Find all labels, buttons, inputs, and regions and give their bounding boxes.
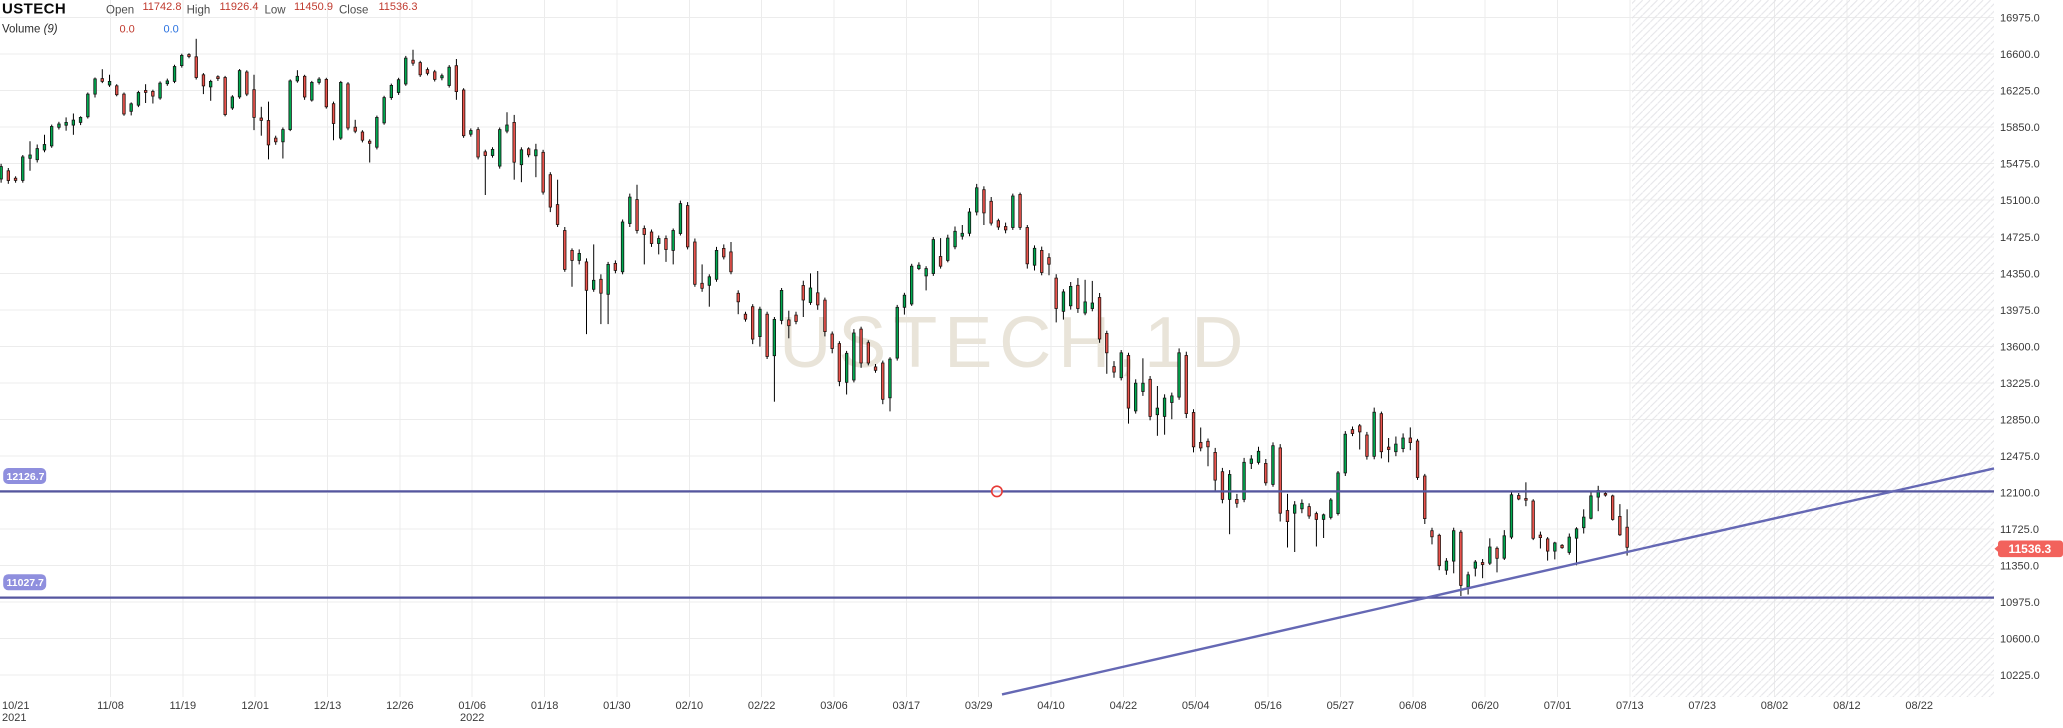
svg-text:07/23: 07/23	[1688, 700, 1716, 712]
svg-text:11725.0: 11725.0	[2000, 524, 2039, 536]
svg-text:12/26: 12/26	[386, 700, 414, 712]
svg-text:05/27: 05/27	[1327, 700, 1355, 712]
svg-text:01/06: 01/06	[458, 700, 486, 712]
svg-text:Low: Low	[265, 5, 287, 17]
svg-text:0.0: 0.0	[164, 24, 179, 36]
svg-text:10225.0: 10225.0	[2000, 670, 2040, 682]
svg-text:10/21: 10/21	[2, 700, 30, 712]
svg-text:02/22: 02/22	[748, 700, 776, 712]
svg-text:13975.0: 13975.0	[2000, 305, 2040, 317]
svg-text:07/01: 07/01	[1544, 700, 1572, 712]
svg-text:08/12: 08/12	[1833, 700, 1861, 712]
svg-text:15475.0: 15475.0	[2000, 159, 2040, 171]
svg-text:16225.0: 16225.0	[2000, 86, 2040, 98]
svg-text:14725.0: 14725.0	[2000, 232, 2040, 244]
svg-text:Open: Open	[106, 5, 134, 17]
svg-text:11536.3: 11536.3	[379, 1, 418, 13]
svg-text:03/06: 03/06	[820, 700, 848, 712]
svg-text:11/08: 11/08	[97, 700, 124, 712]
svg-text:USTECH,1D: USTECH,1D	[779, 303, 1250, 383]
svg-text:07/13: 07/13	[1616, 700, 1644, 712]
svg-text:03/29: 03/29	[965, 700, 993, 712]
svg-text:11350.0: 11350.0	[2000, 561, 2039, 573]
svg-text:14350.0: 14350.0	[2000, 268, 2040, 280]
svg-text:04/22: 04/22	[1110, 700, 1138, 712]
svg-text:16600.0: 16600.0	[2000, 49, 2040, 61]
svg-text:16975.0: 16975.0	[2000, 13, 2040, 25]
svg-text:11/19: 11/19	[169, 700, 196, 712]
svg-text:05/04: 05/04	[1182, 700, 1210, 712]
svg-text:06/20: 06/20	[1471, 700, 1499, 712]
svg-text:13225.0: 13225.0	[2000, 378, 2040, 390]
svg-text:0.0: 0.0	[120, 24, 135, 36]
svg-text:05/16: 05/16	[1254, 700, 1282, 712]
svg-text:11926.4: 11926.4	[220, 1, 259, 13]
svg-text:2021: 2021	[2, 712, 26, 723]
svg-text:15100.0: 15100.0	[2000, 195, 2040, 207]
svg-text:01/18: 01/18	[531, 700, 559, 712]
svg-text:12/01: 12/01	[241, 700, 269, 712]
svg-text:10975.0: 10975.0	[2000, 597, 2040, 609]
svg-text:11450.9: 11450.9	[294, 1, 333, 13]
svg-text:Close: Close	[339, 5, 368, 17]
svg-text:11742.8: 11742.8	[143, 1, 182, 13]
svg-text:11027.7: 11027.7	[7, 577, 45, 589]
svg-text:04/10: 04/10	[1037, 700, 1065, 712]
svg-text:10600.0: 10600.0	[2000, 634, 2040, 646]
svg-text:08/02: 08/02	[1761, 700, 1789, 712]
svg-text:13600.0: 13600.0	[2000, 341, 2040, 353]
svg-text:03/17: 03/17	[893, 700, 921, 712]
svg-text:02/10: 02/10	[676, 700, 704, 712]
svg-text:12850.0: 12850.0	[2000, 414, 2040, 426]
svg-text:2022: 2022	[460, 712, 484, 723]
svg-text:12/13: 12/13	[314, 700, 342, 712]
svg-text:USTECH: USTECH	[2, 0, 66, 17]
svg-text:12126.7: 12126.7	[7, 471, 45, 483]
svg-text:Volume (9): Volume (9)	[2, 24, 58, 36]
svg-text:01/30: 01/30	[603, 700, 631, 712]
svg-text:12475.0: 12475.0	[2000, 451, 2040, 463]
svg-text:High: High	[187, 5, 211, 17]
svg-text:08/22: 08/22	[1905, 700, 1933, 712]
svg-text:15850.0: 15850.0	[2000, 122, 2040, 134]
svg-text:11536.3: 11536.3	[2009, 542, 2052, 556]
svg-text:06/08: 06/08	[1399, 700, 1427, 712]
svg-text:12100.0: 12100.0	[2000, 487, 2040, 499]
